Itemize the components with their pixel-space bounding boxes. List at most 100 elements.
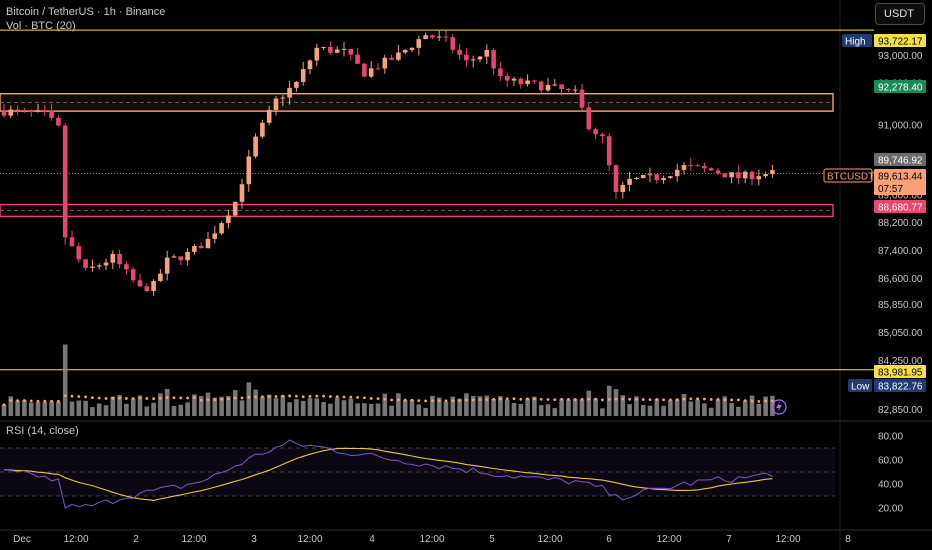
volume-ma-point: [288, 394, 291, 398]
volume-ma-point: [254, 395, 257, 399]
volume-ma-point: [227, 397, 230, 401]
rsi-tick-label: 40.00: [878, 480, 903, 491]
volume-ma-point: [152, 397, 156, 401]
volume-bar: [498, 396, 503, 416]
volume-ma-point: [689, 397, 693, 401]
candle-body: [545, 84, 551, 91]
candle-body: [137, 280, 143, 287]
candle-body: [532, 80, 537, 82]
volume-bar: [137, 395, 143, 416]
volume-ma-point: [329, 395, 332, 398]
volume-ma-point: [635, 397, 638, 401]
volume-bar: [674, 399, 680, 416]
time-tick-label: 6: [606, 534, 612, 545]
volume-ma-point: [138, 396, 142, 400]
candle-body: [260, 122, 265, 137]
volume-ma-point: [97, 396, 101, 400]
candle-body: [640, 175, 646, 179]
volume-bar: [729, 402, 734, 416]
volume-ma-point: [573, 398, 577, 401]
candle-body: [362, 63, 367, 77]
price-badge: [874, 153, 926, 166]
volume-ma-point: [567, 398, 570, 401]
candle-body: [416, 39, 422, 48]
candle-body: [491, 49, 496, 69]
candle-body: [600, 134, 605, 137]
volume-bar: [742, 400, 748, 416]
volume-bar: [219, 396, 224, 416]
volume-ma-point: [539, 397, 543, 401]
volume-bar: [62, 344, 68, 416]
volume-bar: [681, 394, 687, 416]
price-labels: 93,722.17 High 92,278.40 89,746.92 89,613.44…: [771, 34, 926, 415]
candle-body: [763, 174, 768, 177]
volume-legend: Vol · BTC (20): [6, 20, 76, 32]
candle-body: [389, 57, 394, 60]
price-badge: [874, 200, 926, 213]
volume-ma-point: [77, 395, 81, 398]
volume-ma-point: [376, 397, 380, 401]
candle-body: [341, 48, 347, 50]
volume-ma-point: [36, 399, 40, 403]
candle-body: [464, 54, 469, 61]
volume-ma-point: [397, 398, 400, 402]
volume-ma-point: [533, 397, 536, 401]
volume-ma-point: [587, 397, 591, 401]
volume-ma-point: [199, 398, 203, 402]
volume-bar: [572, 399, 578, 416]
candle-body: [566, 89, 571, 91]
volume-ma-point: [322, 394, 325, 398]
candle-body: [90, 266, 95, 268]
candle-body: [232, 201, 238, 216]
time-tick-label: 12:00: [775, 534, 800, 545]
candle-body: [518, 78, 524, 85]
volume-ma-point: [743, 399, 747, 403]
volume-bar: [280, 395, 286, 416]
candle-body: [158, 273, 163, 281]
volume-ma-point: [628, 397, 631, 401]
volume-ma-point: [43, 399, 47, 403]
volume-ma-point: [363, 396, 366, 400]
price-badge: [874, 169, 926, 195]
volume-ma-point: [193, 396, 196, 399]
volume-bar: [654, 399, 660, 416]
volume-bar: [600, 408, 605, 416]
candle-body: [212, 233, 218, 239]
volume-bar: [334, 397, 340, 416]
price-tick-label: 82,850.00: [878, 405, 923, 416]
volume-bar: [246, 382, 252, 416]
volume-ma-point: [16, 399, 19, 403]
volume-ma-point: [131, 397, 135, 400]
price-badge-value: 89,746.92: [878, 156, 923, 167]
candle-body: [749, 171, 755, 180]
volume-bar: [253, 389, 258, 416]
candle-body: [579, 89, 585, 108]
volume-ma-point: [560, 397, 563, 401]
volume-ma-point: [267, 394, 271, 398]
volume-ma-point: [669, 398, 672, 402]
time-tick-label: 4: [369, 534, 375, 545]
time-tick-label: 2: [133, 534, 139, 545]
volume-bar: [69, 401, 75, 416]
volume-bar: [511, 402, 517, 416]
volume-ma-point: [335, 395, 339, 399]
candle-body: [62, 125, 68, 238]
currency-button[interactable]: USDT: [875, 3, 925, 25]
candle-body: [606, 136, 612, 166]
price-badge-value: 88,680.77: [878, 203, 923, 214]
volume-ma-point: [91, 396, 94, 399]
volume-ma-point: [145, 397, 149, 400]
candle-body: [586, 107, 592, 130]
candle-body: [83, 259, 88, 268]
volume-ma-point: [295, 394, 298, 398]
candle-body: [661, 178, 666, 181]
volume-ma-point: [2, 403, 6, 407]
volume-bar: [178, 404, 184, 416]
volume-ma-point: [696, 397, 699, 401]
volume-ma-point: [233, 396, 237, 400]
volume-bar: [504, 399, 510, 416]
volume-bar: [756, 403, 762, 416]
volume-bar: [294, 399, 299, 416]
volume-ma-point: [553, 398, 557, 402]
